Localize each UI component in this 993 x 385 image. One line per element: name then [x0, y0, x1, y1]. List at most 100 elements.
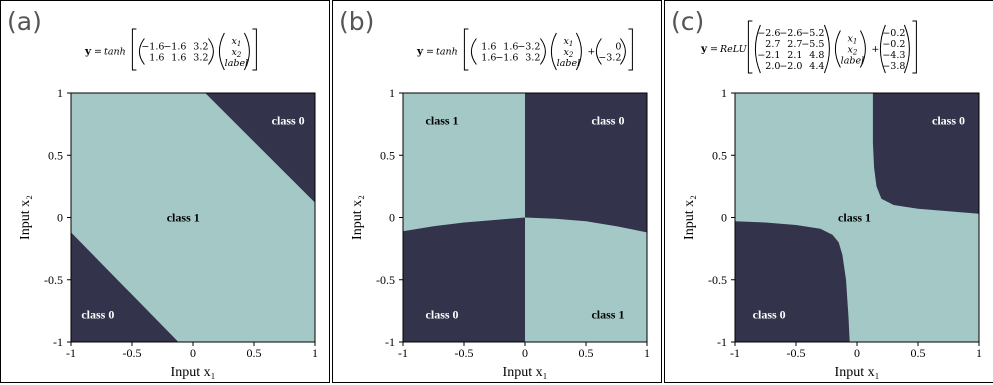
y-axis-label: Input x₂	[350, 195, 365, 240]
bias-value: −0.2	[882, 39, 905, 50]
panel-letter: (a)	[7, 7, 42, 36]
x-tick-label: 0.5	[579, 346, 594, 360]
weight-value: 1.6	[171, 53, 186, 64]
y-tick-label: 0.5	[712, 148, 727, 162]
plot-area	[403, 93, 647, 342]
plot-area	[735, 93, 979, 342]
input-paren-left	[550, 32, 557, 71]
x-tick-label: 0	[854, 346, 860, 360]
weight-value: −2.6	[757, 28, 780, 39]
x-tick-label: 0.5	[247, 346, 262, 360]
input-symbol: x2	[231, 47, 241, 59]
bias-paren-right	[903, 24, 910, 74]
activation-function: tanh	[436, 47, 458, 58]
bias-paren-left	[879, 24, 886, 74]
input-symbol: x1	[563, 36, 573, 48]
equation: y = ReLU−2.6−2.6−5.22.7 2.7−5.5−2.1 2.1 4.82.…	[700, 20, 917, 74]
weight-value: −1.6	[495, 53, 518, 64]
plus-sign: +	[587, 47, 595, 58]
input-subscript: 2	[568, 51, 574, 59]
weight-value: 3.2	[193, 42, 208, 53]
outer-bracket-left	[747, 20, 753, 74]
weight-value: 1.6	[503, 42, 518, 53]
weight-value: −1.6	[141, 42, 164, 53]
weight-value: −3.2	[517, 42, 540, 53]
input-symbol: x2	[847, 45, 857, 57]
y-tick-label: -0.5	[708, 273, 727, 287]
input-symbol: x2	[563, 47, 573, 59]
input-subscript: 1	[853, 38, 857, 46]
y-tick-label: 0	[57, 211, 63, 225]
y-tick-label: 1	[389, 86, 395, 100]
input-paren-left	[218, 32, 225, 71]
region-class-1	[403, 93, 525, 218]
x-tick-label: -1	[730, 346, 740, 360]
x-axis-label: Input x₁	[835, 365, 880, 380]
weight-paren-left	[470, 38, 477, 65]
weight-value: 3.2	[525, 53, 540, 64]
bias-value: −4.3	[882, 50, 905, 61]
panel-letter: (b)	[339, 7, 375, 36]
x-tick-label: -0.5	[123, 346, 142, 360]
activation-function: ReLU	[719, 44, 748, 55]
weight-paren-right	[208, 38, 214, 65]
outer-bracket-left	[463, 28, 469, 71]
region-class-1	[735, 93, 979, 342]
input-paren-right	[859, 30, 866, 68]
input-symbol: label	[225, 58, 248, 69]
outer-bracket-left	[131, 28, 137, 71]
input-subscript: 2	[852, 49, 858, 57]
y-tick-label: -1	[717, 335, 727, 349]
input-symbol: label	[841, 56, 864, 67]
x-tick-label: 0	[522, 346, 528, 360]
outer-bracket-right	[628, 28, 633, 71]
bias-value: 0	[615, 42, 621, 53]
panel-b: (b) y = tanh 1.6 1.6 −3.2 1.6 −1.6 3.2 x1 x2 label +…	[332, 0, 662, 383]
weight-value: 2.0	[765, 61, 780, 72]
region-label: class 0	[753, 308, 786, 322]
weight-value: −2.6	[779, 28, 802, 39]
decision-plot: class 1 class 0 class 0 class 1 -1-1 -0.5 -0.5…	[350, 86, 650, 380]
weight-value: 1.6	[481, 53, 496, 64]
y-tick-label: 1	[57, 86, 63, 100]
plot-area	[71, 93, 315, 342]
bias-value: −3.8	[882, 61, 905, 72]
bias-paren-right	[620, 38, 626, 65]
weight-paren-left	[138, 38, 145, 65]
y-tick-label: 0.5	[380, 148, 395, 162]
region-class-1	[71, 93, 315, 342]
equation-lhs: y	[700, 43, 708, 55]
y-tick-label: -0.5	[44, 273, 63, 287]
weight-value: −2.0	[779, 61, 802, 72]
input-symbol: x1	[847, 34, 857, 46]
y-tick-label: -1	[53, 335, 63, 349]
weight-value: 1.6	[481, 42, 496, 53]
x-tick-label: 0.5	[911, 346, 926, 360]
weight-value: 2.7	[787, 39, 802, 50]
weight-value: 2.7	[765, 39, 780, 50]
x-axis-label: Input x₁	[503, 365, 548, 380]
decision-plot: class 0 class 1 class 0 -1-1 -0.5 -0.5 0 0 0.5 0.…	[682, 86, 982, 380]
weight-value: −5.2	[801, 28, 824, 39]
equation-sign: =	[710, 44, 718, 55]
input-subscript: 2	[236, 51, 242, 59]
x-tick-label: -1	[66, 346, 76, 360]
y-axis-label: Input x₂	[18, 195, 33, 240]
region-label: class 0	[81, 308, 114, 322]
weight-value: 1.6	[149, 53, 164, 64]
region-label: class 1	[167, 211, 200, 225]
weight-paren-right	[540, 38, 546, 65]
input-subscript: 1	[569, 40, 573, 48]
weight-value: −2.1	[757, 50, 780, 61]
y-tick-label: 0	[389, 211, 395, 225]
panel-letter: (c)	[671, 7, 705, 36]
input-symbol: x1	[231, 36, 241, 48]
activation-function: tanh	[104, 47, 126, 58]
region-label: class 1	[426, 113, 459, 127]
weight-value: −1.6	[163, 42, 186, 53]
outer-bracket-right	[912, 20, 917, 74]
x-tick-label: 0	[190, 346, 196, 360]
bias-value: −3.2	[598, 53, 621, 64]
